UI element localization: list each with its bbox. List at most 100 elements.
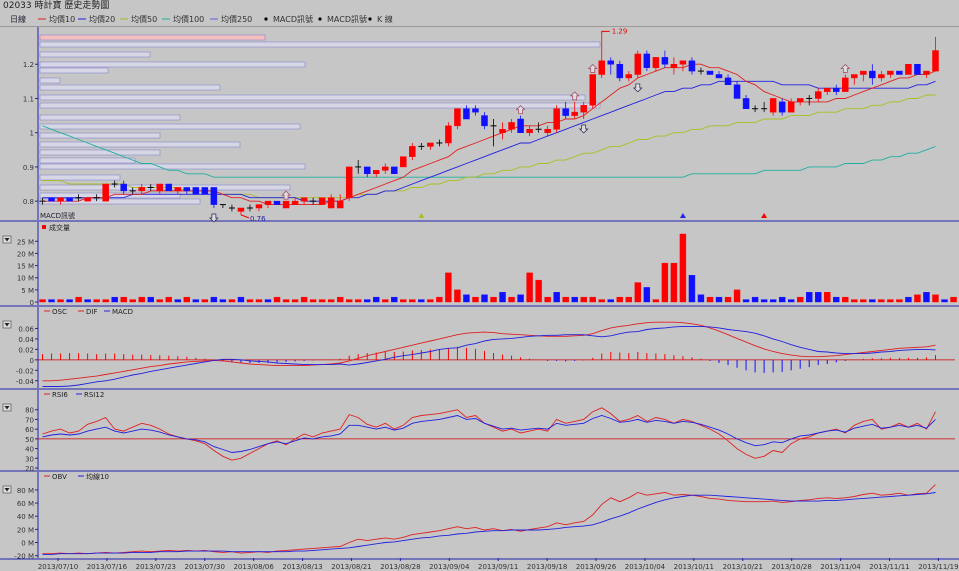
candle-body	[562, 108, 569, 116]
macd-axis-tick-label: -0.04	[16, 378, 35, 386]
volume-bar	[625, 296, 633, 303]
candle-body	[237, 207, 245, 212]
volume-bar	[697, 294, 705, 303]
sell-arrow-icon	[578, 124, 589, 134]
volume-bar	[553, 292, 560, 303]
volume-axis-tick-label: 25 M	[17, 238, 34, 246]
volume-bar	[643, 287, 651, 303]
candle-body	[165, 183, 173, 192]
candle-body	[778, 101, 786, 113]
volume-bar	[923, 292, 930, 303]
candle-body	[264, 200, 272, 205]
sell-arrow-icon	[209, 213, 219, 223]
moving-average-ma10	[42, 63, 936, 206]
candle-body	[869, 70, 876, 79]
legend-marker	[318, 17, 322, 21]
legend-item-label: MACD訊號	[273, 14, 313, 24]
candle-body	[300, 197, 308, 202]
x-axis-date-label: 2013/08/06	[233, 563, 274, 571]
volume-bar	[219, 299, 227, 303]
rsi-axis-tick-label: 80	[25, 407, 34, 415]
volume-bar	[201, 299, 209, 303]
candle-body	[373, 170, 380, 175]
candle-body	[625, 74, 633, 79]
candle-body	[192, 187, 200, 195]
volume-bar	[481, 294, 488, 303]
candle-body	[318, 197, 326, 205]
candle-body	[643, 53, 651, 68]
candle-body	[580, 105, 587, 113]
rsi-legend-label: RSI6	[52, 391, 68, 399]
volume-bar	[950, 296, 957, 303]
legend-marker	[264, 17, 268, 21]
volume-bar	[111, 296, 118, 303]
candle-body	[544, 129, 551, 133]
volume-bar	[129, 299, 136, 303]
volume-bar	[562, 296, 569, 303]
obv-ma10-line	[42, 492, 936, 555]
obv-legend-label: OBV	[52, 473, 67, 481]
volume-bar	[616, 296, 623, 303]
panel-2-background	[0, 222, 959, 305]
volume-bar	[93, 299, 100, 303]
candle-body	[670, 63, 678, 68]
candle-body	[851, 74, 858, 79]
volume-bar	[255, 299, 263, 303]
volume-bar	[427, 299, 434, 303]
buy-arrow-icon	[515, 105, 526, 114]
candle-body	[66, 197, 73, 202]
candle-body	[84, 197, 91, 202]
volume-bar	[535, 279, 542, 303]
obv-axis-tick-label: 20 M	[17, 526, 34, 534]
volume-bar	[941, 299, 948, 303]
volume-bar	[571, 296, 578, 303]
volume-profile-bar	[39, 114, 181, 121]
panel-1-name-label: MACD訊號	[40, 211, 75, 220]
high-annotation-label: 1.29	[612, 27, 628, 35]
volume-bar	[860, 299, 867, 303]
volume-bar	[291, 299, 299, 303]
volume-bar	[165, 296, 172, 303]
volume-bar	[192, 299, 200, 303]
candle-body	[201, 187, 209, 195]
x-axis-date-label: 2013/08/13	[282, 563, 322, 571]
candle-body	[454, 108, 461, 127]
x-axis-date-label: 2013/09/26	[576, 563, 617, 571]
candle-body	[391, 166, 398, 175]
candle-body	[598, 60, 605, 75]
volume-profile-bar	[39, 174, 121, 181]
volume-bar	[183, 296, 191, 303]
x-axis-date-label: 2013/10/04	[625, 563, 666, 571]
volume-bar	[688, 275, 696, 303]
volume-bar	[851, 299, 858, 303]
candle-body	[382, 166, 389, 171]
candle-body	[499, 129, 506, 133]
volume-bar	[382, 299, 389, 303]
volume-bar	[490, 296, 497, 303]
price-axis-tick-label: 0.8	[23, 198, 34, 206]
volume-profile-bar	[39, 94, 586, 101]
obv-axis-tick-label: 40 M	[17, 513, 34, 521]
candle-body	[400, 156, 407, 168]
volume-bar	[733, 289, 741, 303]
candle-body	[571, 111, 578, 116]
volume-bar	[156, 299, 163, 303]
volume-bar	[210, 296, 218, 303]
x-axis-date-label: 2013/11/04	[820, 563, 861, 571]
triangle-down-icon	[4, 323, 10, 327]
volume-bar	[345, 299, 353, 303]
candle-body	[589, 74, 596, 106]
volume-bar	[138, 296, 145, 303]
macd-legend-label: MACD	[112, 308, 133, 316]
volume-bar	[598, 299, 605, 303]
macd-line	[42, 325, 936, 387]
candle-body	[138, 187, 145, 192]
volume-profile-bar	[39, 157, 136, 164]
volume-bar	[84, 299, 91, 303]
buy-arrow-icon	[840, 64, 851, 73]
triangle-down-icon	[4, 238, 10, 242]
volume-bar	[544, 296, 551, 303]
macd-axis-tick-label: 0.06	[18, 325, 34, 333]
rsi-axis-tick-label: 50	[25, 436, 34, 444]
